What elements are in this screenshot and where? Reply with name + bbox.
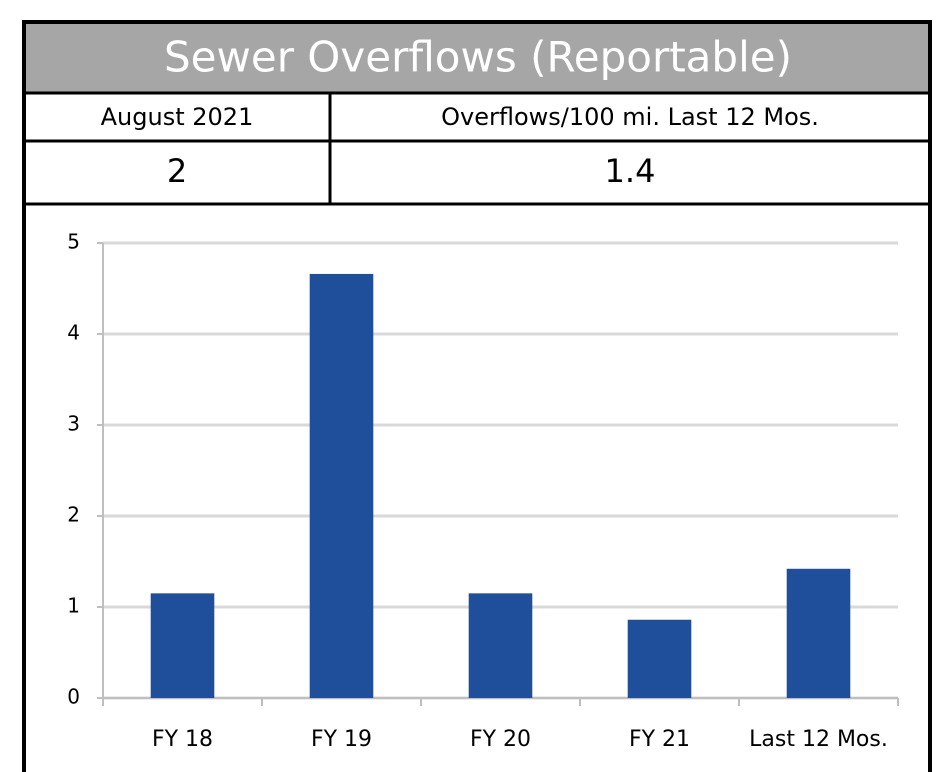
- bar: [309, 273, 374, 698]
- y-tick-label: 4: [67, 321, 80, 345]
- x-tick-label: FY 20: [470, 727, 531, 752]
- y-tick-label: 2: [67, 503, 80, 527]
- table-value: 2: [167, 152, 187, 190]
- table-value: 1.4: [605, 152, 656, 190]
- x-tick-label: FY 19: [311, 727, 372, 752]
- bar: [150, 593, 215, 698]
- y-tick-label: 1: [67, 594, 80, 618]
- x-tick-label: FY 18: [152, 727, 213, 752]
- bar: [786, 568, 851, 698]
- table-header: Overflows/100 mi. Last 12 Mos.: [441, 103, 819, 131]
- table-header: August 2021: [101, 103, 254, 131]
- y-tick-label: 5: [67, 230, 80, 254]
- title-bar: [26, 24, 928, 92]
- bar: [627, 619, 692, 698]
- x-tick-label: FY 21: [629, 727, 690, 752]
- x-tick-label: Last 12 Mos.: [749, 727, 888, 752]
- y-tick-label: 0: [67, 685, 80, 709]
- title: Sewer Overflows (Reportable): [164, 33, 792, 82]
- bar: [468, 593, 533, 698]
- y-tick-label: 3: [67, 412, 80, 436]
